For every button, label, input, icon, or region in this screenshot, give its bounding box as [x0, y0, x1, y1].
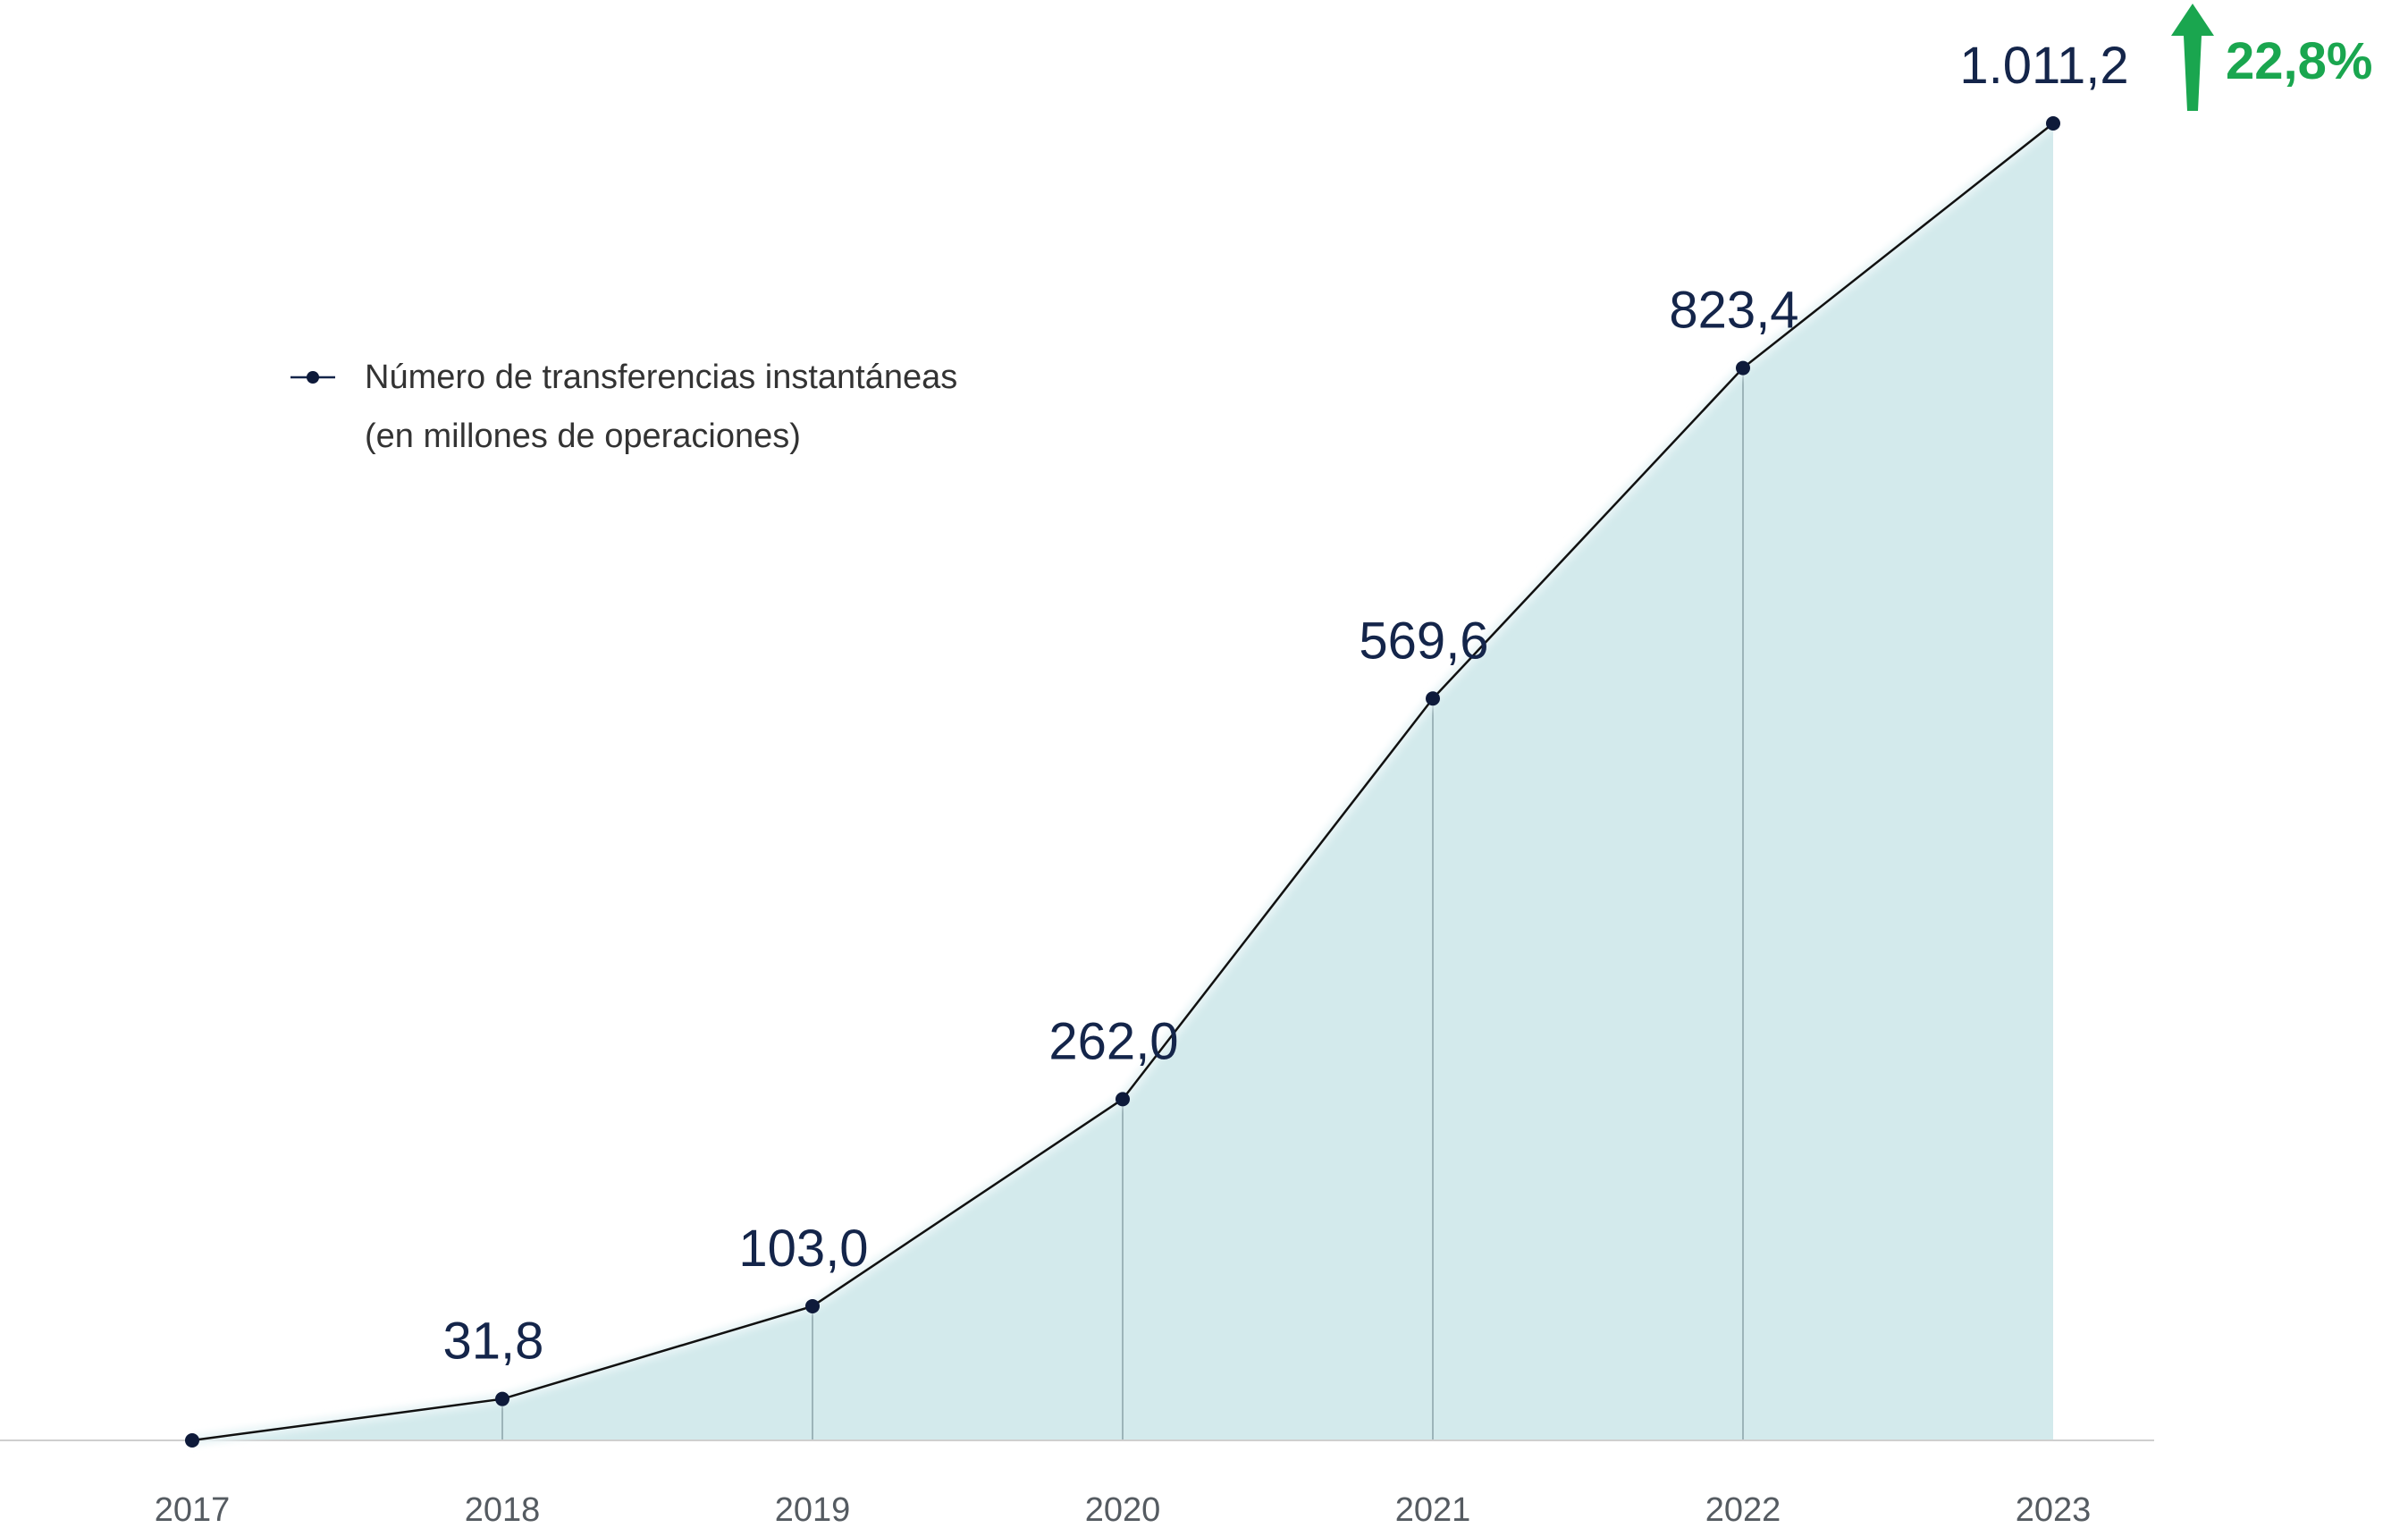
x-tick-labels-layer: 2017 2018 2019 2020 2021 2022 2023 — [155, 1491, 2092, 1528]
value-label-2019: 103,0 — [738, 1220, 868, 1278]
legend-label-line1: Número de transferencias instantáneas — [365, 359, 957, 396]
markers-layer — [185, 116, 2060, 1448]
data-point-2018 — [495, 1391, 509, 1406]
legend-marker-icon — [307, 371, 319, 384]
data-point-2017 — [185, 1433, 199, 1448]
growth-annotation: 22,8% — [2171, 4, 2372, 111]
data-point-2023 — [2046, 116, 2060, 131]
value-label-2018: 31,8 — [443, 1313, 544, 1371]
legend-label-line2: (en millones de operaciones) — [365, 418, 801, 455]
data-point-2022 — [1736, 360, 1750, 376]
x-tick-2021: 2021 — [1395, 1491, 1471, 1528]
data-point-2019 — [805, 1298, 820, 1313]
area-fill-layer — [192, 123, 2053, 1440]
data-point-2020 — [1116, 1092, 1130, 1107]
x-tick-2018: 2018 — [465, 1491, 541, 1528]
value-label-2020: 262,0 — [1048, 1012, 1178, 1070]
x-tick-2023: 2023 — [2016, 1491, 2092, 1528]
value-label-2022: 823,4 — [1669, 282, 1798, 340]
x-tick-2022: 2022 — [1705, 1491, 1781, 1528]
value-label-2023: 1.011,2 — [1959, 37, 2128, 95]
area-fill — [192, 123, 2053, 1440]
x-tick-2020: 2020 — [1085, 1491, 1161, 1528]
arrow-up-icon — [2171, 4, 2214, 111]
value-labels-layer: 31,8 103,0 262,0 569,6 823,4 1.011,2 — [443, 37, 2129, 1371]
data-point-2021 — [1426, 691, 1440, 706]
growth-percentage: 22,8% — [2226, 32, 2372, 90]
x-tick-2019: 2019 — [775, 1491, 851, 1528]
legend: Número de transferencias instantáneas (e… — [290, 359, 957, 455]
x-tick-2017: 2017 — [155, 1491, 231, 1528]
value-label-2021: 569,6 — [1359, 612, 1488, 670]
drop-lines-layer — [501, 367, 1744, 1440]
